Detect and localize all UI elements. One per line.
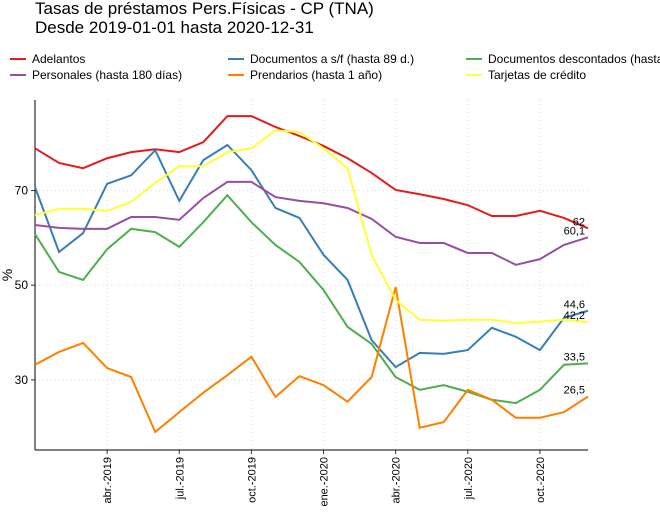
legend-label: Documentos a s/f (hasta 89 d.) [250,52,414,66]
legend-label: Tarjetas de crédito [488,68,586,82]
series-line [34,180,589,266]
series-line [34,115,589,230]
legend-label: Prendarios (hasta 1 año) [250,68,382,82]
series-line [34,143,589,369]
value-label: 44,6 [564,299,585,311]
series-line [34,129,589,325]
value-label: 26,5 [564,384,585,396]
chart-subtitle: Desde 2019-01-01 hasta 2020-12-31 [35,18,314,37]
y-tick-label: 50 [15,278,29,292]
legend-label: Adelantos [32,52,85,66]
y-tick-label: 70 [15,183,29,197]
y-axis-label: % [0,269,15,281]
x-tick-label: abr.-2020 [391,457,403,503]
x-tick-label: jul.-2019 [174,457,186,500]
y-tick-label: 30 [15,373,29,387]
x-tick-label: oct.-2019 [246,457,258,503]
x-tick-label: abr.-2019 [102,457,114,503]
value-label: 42,2 [564,310,585,322]
series-line [34,193,589,405]
x-tick-label: ene.-2020 [319,457,331,507]
legend-label: Documentos descontados (hasta 89 d.) [488,52,660,66]
value-label: 33,5 [564,351,585,363]
legend-label: Personales (hasta 180 días) [32,68,182,82]
chart-title: Tasas de préstamos Pers.Físicas - CP (TN… [35,0,374,18]
x-tick-label: jul.-2020 [463,457,475,500]
value-label: 60,1 [564,225,585,237]
value-label: 62 [573,216,585,228]
series-line [34,286,589,434]
x-tick-label: oct.-2020 [535,457,547,503]
